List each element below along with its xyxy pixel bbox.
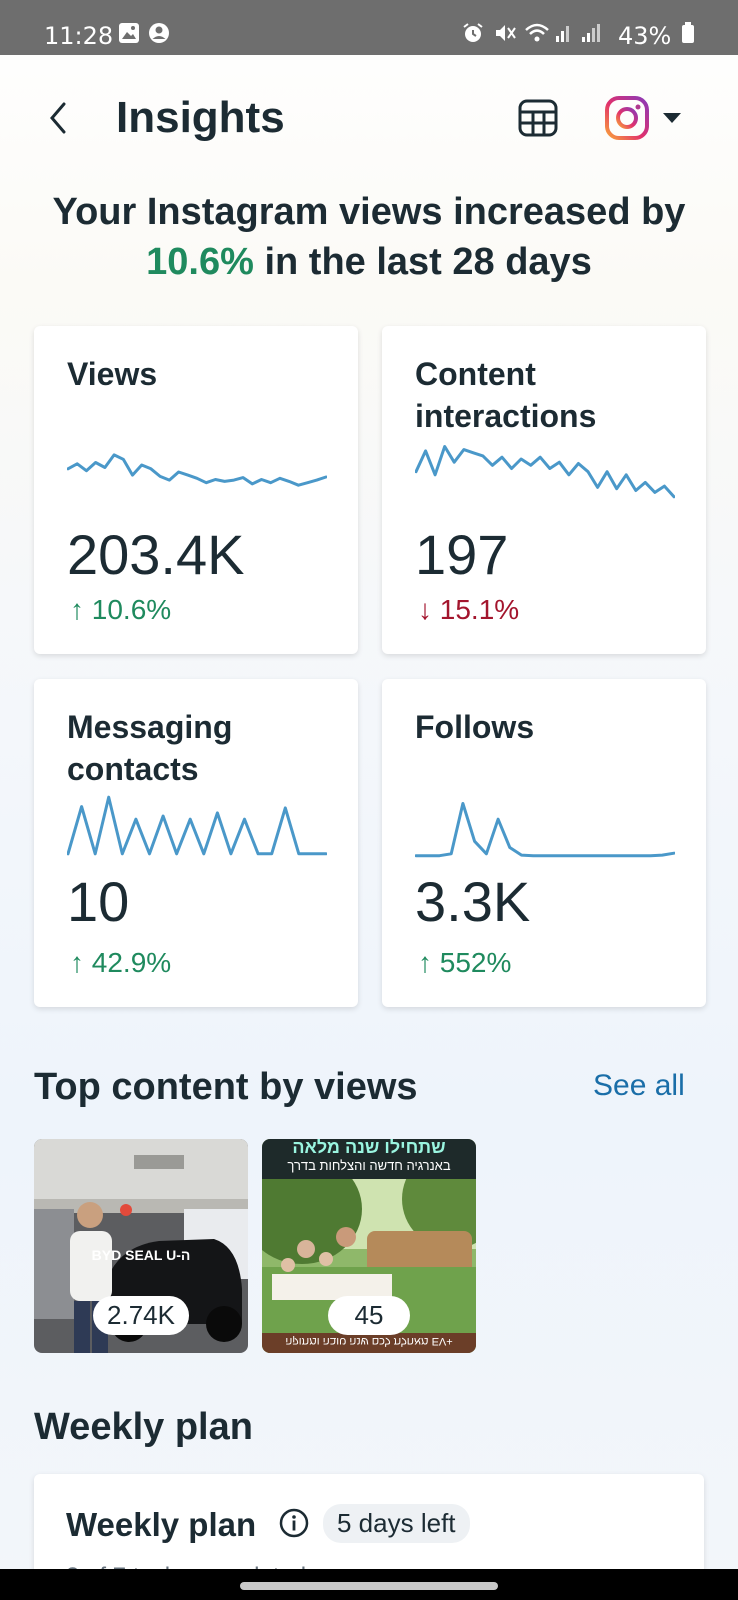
sparkline-path [415,445,675,499]
view-count-badge: 2.74K [93,1296,189,1335]
top-content-title: Top content by views [34,1066,418,1108]
info-icon[interactable] [279,1508,309,1538]
thumbnail-banner-title: שתחילו שנה מלאה [292,1139,446,1157]
sparkline-path [67,795,327,856]
weekly-plan-section-title: Weekly plan [34,1406,253,1448]
arrow-up-icon: ↑ [70,594,84,625]
metric-label: Follows [415,709,535,745]
family-picnic-image [262,1139,476,1353]
account-icon [148,22,170,49]
thumbnail-footer-text: מאחלת לכם שנה טובה ומתוקה EV+ [285,1335,453,1347]
back-icon[interactable] [44,98,74,138]
view-count-badge: 45 [328,1296,410,1335]
metric-change: ↑ 42.9% [70,947,171,979]
views-sparkline [67,453,327,487]
status-bar: 11:28 43% [0,0,738,55]
thumbnail-overlay-text: BYD SEAL U-ה [91,1247,191,1263]
status-time: 11:28 [44,22,114,50]
metric-change: ↑ 552% [418,947,511,979]
top-content-thumbnail[interactable]: BYD SEAL U-ה 2.74K [34,1139,248,1353]
follows-sparkline [415,802,675,858]
metric-card-follows[interactable]: Follows 3.3K ↑ 552% [382,679,706,1007]
metric-card-messaging-contacts[interactable]: Messaging contacts 10 ↑ 42.9% [34,679,358,1007]
top-content-thumbnail[interactable]: שתחילו שנה מלאה באנרגיה חדשה והצלחות בדר… [262,1139,476,1353]
sparkline-path [67,453,327,487]
gallery-icon [118,22,140,49]
metric-label: Messaging contacts [67,709,233,787]
arrow-up-icon: ↑ [70,947,84,978]
thumbnail-banner-subtitle: באנרגיה חדשה והצלחות בדרך [287,1158,451,1173]
arrow-up-icon: ↑ [418,947,432,978]
metric-value: 197 [415,523,509,586]
battery-label: 43% [618,22,672,50]
system-nav-bar [0,1569,738,1600]
headline-highlight: 10.6% [146,241,254,283]
content-interactions-sparkline [415,445,675,499]
battery-icon [681,22,695,49]
see-all-link[interactable]: See all [593,1069,685,1102]
metric-change-value: 15.1% [439,594,520,625]
home-handle[interactable] [240,1582,498,1590]
metric-change: ↑ 10.6% [70,594,171,626]
headline-suffix: in the last 28 days [253,241,592,283]
metric-card-content-interactions[interactable]: Content interactions 197 ↓ 15.1% [382,326,706,654]
metric-card-views[interactable]: Views 203.4K ↑ 10.6% [34,326,358,654]
messaging-contacts-sparkline [67,795,327,856]
table-icon[interactable] [517,97,559,139]
headline-prefix: Your Instagram views increased by [52,191,686,233]
insights-headline: Your Instagram views increased by 10.6% … [40,187,698,287]
instagram-icon[interactable] [604,95,650,141]
app-header: Insights [0,55,738,185]
signal-icon [556,22,612,49]
metric-value: 10 [67,870,130,933]
metric-label: Views [67,356,158,392]
page-title: Insights [116,93,285,142]
mute-icon [494,22,518,49]
wifi-icon [524,22,550,49]
metric-change-value: 552% [439,947,512,978]
metric-change-value: 42.9% [91,947,172,978]
metric-change: ↓ 15.1% [418,594,519,626]
sparkline-path [415,802,675,858]
metric-change-value: 10.6% [91,594,172,625]
metric-value: 3.3K [415,870,531,933]
alarm-icon [462,22,484,49]
days-left-badge: 5 days left [323,1504,470,1543]
weekly-plan-title: Weekly plan [66,1506,257,1543]
metric-label: Content interactions [415,356,597,434]
caret-down-icon[interactable] [663,113,681,123]
metric-value: 203.4K [67,523,245,586]
arrow-down-icon: ↓ [418,594,432,625]
